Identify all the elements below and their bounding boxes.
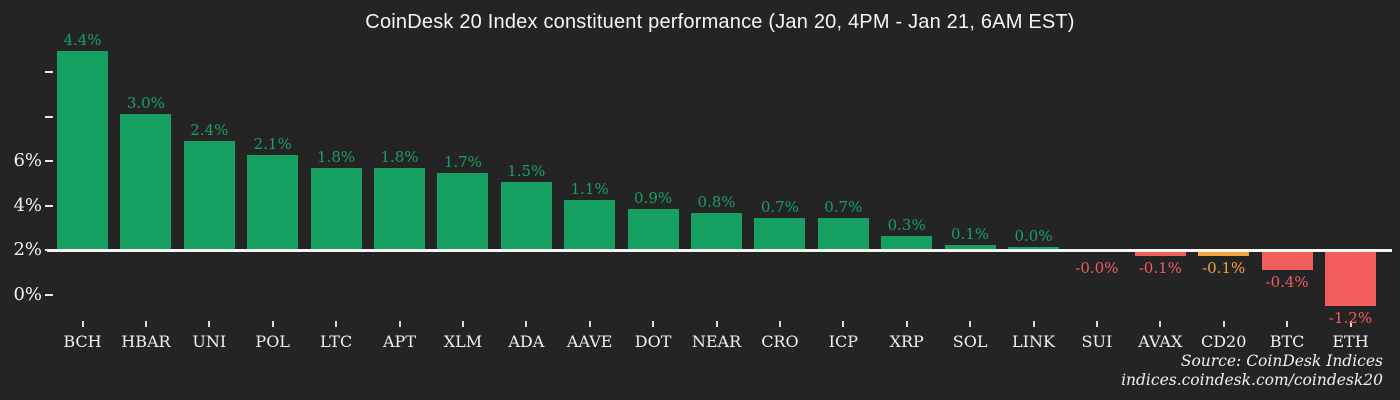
bar-UNI <box>183 141 235 249</box>
x-tick-XRP <box>905 321 908 327</box>
bar-XLM <box>437 172 489 249</box>
value-label-DOT: 0.9% <box>634 188 673 207</box>
x-tick-AVAX <box>1159 321 1162 327</box>
bar-AAVE <box>564 199 616 249</box>
category-label-AVAX: AVAX <box>1138 332 1183 351</box>
bar-AVAX <box>1134 251 1186 256</box>
category-label-APT: APT <box>383 332 416 351</box>
x-tick-BTC <box>1286 321 1289 327</box>
value-label-POL: 2.1% <box>253 134 292 153</box>
value-label-AAVE: 1.1% <box>570 179 609 198</box>
category-label-ETH: ETH <box>1332 332 1369 351</box>
x-tick-XLM <box>461 321 464 327</box>
category-label-CRO: CRO <box>761 332 799 351</box>
value-label-HBAR: 3.0% <box>126 94 165 112</box>
value-label-APT: 1.8% <box>380 148 419 166</box>
baseline <box>47 249 1392 252</box>
category-label-XLM: XLM <box>443 332 483 351</box>
category-label-BTC: BTC <box>1269 332 1305 351</box>
category-label-HBAR: HBAR <box>121 332 171 351</box>
bar-POL <box>247 154 299 249</box>
y-tick-label: 2% <box>13 239 42 260</box>
category-label-LTC: LTC <box>319 332 353 351</box>
bar-ADA <box>500 181 552 249</box>
category-label-SOL: SOL <box>952 332 988 351</box>
x-tick-ADA <box>525 321 528 327</box>
category-label-NEAR: NEAR <box>691 332 742 351</box>
value-label-LINK: 0.0% <box>1014 227 1053 245</box>
value-label-NEAR: 0.8% <box>697 193 736 211</box>
x-tick-LTC <box>335 321 338 327</box>
bar-NEAR <box>691 213 742 249</box>
x-tick-NEAR <box>715 321 718 327</box>
x-tick-SOL <box>969 321 972 327</box>
y-tick-dash <box>45 204 53 207</box>
value-label-ICP: 0.7% <box>824 197 863 216</box>
chart-title: CoinDesk 20 Index constituent performanc… <box>365 11 1075 33</box>
category-label-POL: POL <box>255 332 290 351</box>
y-tick-label: 6% <box>13 150 42 171</box>
x-tick-CD20 <box>1222 321 1225 327</box>
bar-BTC <box>1261 251 1313 270</box>
category-label-XRP: XRP <box>889 332 924 351</box>
y-tick-label: 0% <box>13 283 42 305</box>
bar-ICP <box>817 217 869 249</box>
bar-BCH <box>57 51 108 249</box>
x-tick-HBAR <box>144 321 147 327</box>
x-tick-UNI <box>208 321 211 327</box>
x-tick-ETH <box>1349 321 1352 327</box>
category-label-AAVE: AAVE <box>566 332 613 351</box>
y-tick-label: 4% <box>13 194 42 216</box>
value-label-XRP: 0.3% <box>887 215 926 234</box>
value-label-LTC: 1.8% <box>317 148 356 166</box>
bar-LINK <box>1008 247 1059 249</box>
value-label-SOL: 0.1% <box>951 224 990 243</box>
x-tick-APT <box>398 321 401 327</box>
value-label-CD20: -0.1% <box>1202 259 1246 277</box>
source-credit: Source: CoinDesk Indices indices.coindes… <box>1121 352 1383 390</box>
x-tick-ICP <box>842 321 845 327</box>
category-label-CD20: CD20 <box>1200 332 1247 351</box>
bar-APT <box>374 168 425 249</box>
source-url: indices.coindesk.com/coindesk20 <box>1121 371 1383 389</box>
y-tick-dash <box>45 115 53 118</box>
value-label-BCH: 4.4% <box>63 31 102 49</box>
x-tick-POL <box>271 321 274 327</box>
y-tick-dash <box>45 71 53 73</box>
x-tick-BCH <box>81 321 84 327</box>
bar-DOT <box>627 208 679 249</box>
source-text: Source: CoinDesk Indices <box>1180 352 1383 370</box>
value-label-BTC: -0.4% <box>1265 272 1309 291</box>
bar-LTC <box>310 168 362 249</box>
y-tick-dash <box>45 160 53 162</box>
y-tick-dash <box>45 293 53 296</box>
x-tick-SUI <box>1095 321 1098 327</box>
category-label-UNI: UNI <box>192 332 227 351</box>
category-label-DOT: DOT <box>634 332 672 351</box>
value-label-XLM: 1.7% <box>443 152 482 171</box>
bar-CRO <box>754 217 806 249</box>
x-tick-DOT <box>652 321 655 327</box>
value-label-SUI: -0.0% <box>1075 258 1119 277</box>
value-label-AVAX: -0.1% <box>1138 259 1182 277</box>
value-label-ADA: 1.5% <box>507 161 546 180</box>
bar-ETH <box>1325 251 1376 306</box>
category-label-SUI: SUI <box>1081 332 1113 351</box>
x-tick-CRO <box>778 321 781 327</box>
value-label-ETH: -1.2% <box>1328 308 1373 327</box>
category-label-BCH: BCH <box>63 332 102 351</box>
x-tick-AAVE <box>588 321 591 327</box>
x-tick-LINK <box>1032 321 1035 327</box>
value-label-UNI: 2.4% <box>190 121 229 139</box>
bar-SOL <box>944 244 996 249</box>
value-label-CRO: 0.7% <box>760 197 799 216</box>
category-label-LINK: LINK <box>1012 332 1055 351</box>
category-label-ICP: ICP <box>828 332 858 351</box>
category-label-ADA: ADA <box>508 332 545 351</box>
bar-XRP <box>881 235 933 249</box>
bar-HBAR <box>120 114 172 249</box>
bar-CD20 <box>1198 251 1250 256</box>
